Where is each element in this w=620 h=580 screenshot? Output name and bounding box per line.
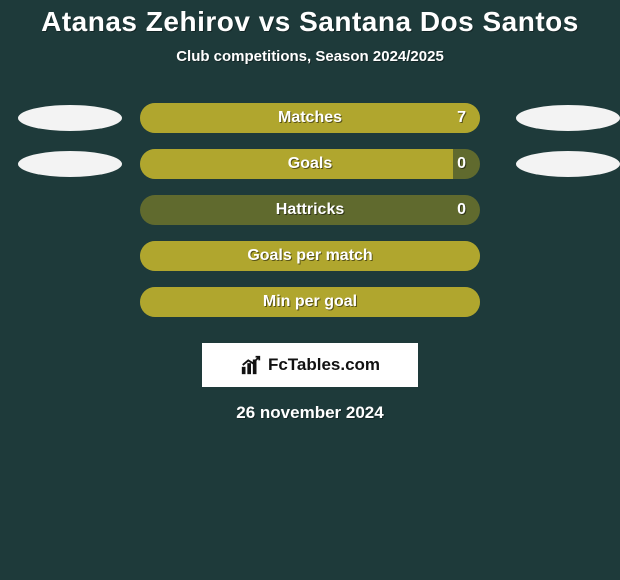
brand-text: FcTables.com: [268, 355, 380, 375]
stat-label: Goals per match: [247, 247, 372, 265]
stat-row: Matches 7: [0, 95, 620, 141]
stat-bar: Goals 0: [140, 149, 480, 179]
avatar-left-slot: [18, 151, 122, 177]
stat-label: Goals: [288, 155, 332, 173]
avatar-right-slot: [498, 151, 602, 177]
player-avatar-right: [516, 105, 620, 131]
stat-row: Goals per match: [0, 233, 620, 279]
brand-box: FcTables.com: [202, 343, 418, 387]
avatar-left-slot: [18, 289, 122, 315]
stat-label: Min per goal: [263, 293, 357, 311]
stat-row: Hattricks 0: [0, 187, 620, 233]
stat-label: Matches: [278, 109, 342, 127]
stat-value: 7: [457, 109, 466, 127]
player-avatar-right: [516, 151, 620, 177]
player-avatar-left: [18, 151, 122, 177]
stat-value: 0: [457, 155, 466, 173]
stat-row: Goals 0: [0, 141, 620, 187]
stat-rows: Matches 7 Goals 0 Hattricks 0 Goals per match M…: [0, 95, 620, 325]
stat-bar: Goals per match: [140, 241, 480, 271]
stat-value: 0: [457, 201, 466, 219]
stat-bar: Matches 7: [140, 103, 480, 133]
date-text: 26 november 2024: [0, 403, 620, 423]
stage: Atanas Zehirov vs Santana Dos Santos Clu…: [0, 0, 620, 580]
stat-row: Min per goal: [0, 279, 620, 325]
subtitle: Club competitions, Season 2024/2025: [0, 48, 620, 65]
avatar-right-slot: [498, 197, 602, 223]
avatar-right-slot: [498, 243, 602, 269]
avatar-right-slot: [498, 289, 602, 315]
brand-inner: FcTables.com: [240, 354, 380, 376]
page-title: Atanas Zehirov vs Santana Dos Santos: [0, 0, 620, 38]
avatar-left-slot: [18, 105, 122, 131]
brand-icon: [240, 354, 262, 376]
stat-bar: Min per goal: [140, 287, 480, 317]
avatar-right-slot: [498, 105, 602, 131]
stat-label: Hattricks: [276, 201, 344, 219]
stat-bar: Hattricks 0: [140, 195, 480, 225]
avatar-left-slot: [18, 197, 122, 223]
avatar-left-slot: [18, 243, 122, 269]
player-avatar-left: [18, 105, 122, 131]
